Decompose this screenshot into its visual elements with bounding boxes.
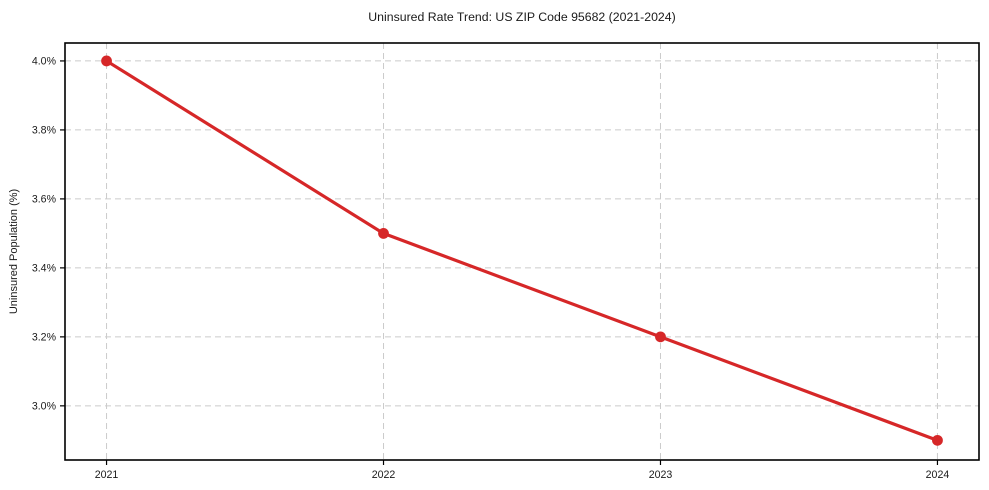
y-tick-label: 3.2%	[32, 331, 57, 343]
y-tick-label: 3.4%	[32, 262, 57, 274]
series-layer	[101, 55, 943, 446]
x-tick-label: 2022	[372, 469, 396, 481]
x-tick-label: 2023	[649, 469, 673, 481]
data-point	[655, 331, 666, 343]
y-axis-label: Uninsured Population (%)	[8, 189, 20, 314]
grid-layer	[65, 43, 979, 460]
x-tick-label: 2021	[95, 469, 119, 481]
y-tick-label: 4.0%	[32, 56, 57, 68]
y-tick-label: 3.8%	[32, 125, 57, 137]
trend-line	[104, 59, 940, 442]
chart-title: Uninsured Rate Trend: US ZIP Code 95682 …	[368, 10, 675, 24]
y-tick-label: 3.6%	[32, 194, 57, 206]
x-tick-label: 2024	[926, 469, 950, 481]
y-tick-label: 3.0%	[32, 400, 57, 412]
data-point	[932, 434, 943, 446]
data-point	[101, 55, 112, 67]
data-point	[378, 227, 389, 239]
axis-layer: 3.0% 3.2% 3.4% 3.6% 3.8% 4.0% 2021 2022 2023 2024	[32, 42, 980, 481]
plot-border	[64, 42, 980, 461]
